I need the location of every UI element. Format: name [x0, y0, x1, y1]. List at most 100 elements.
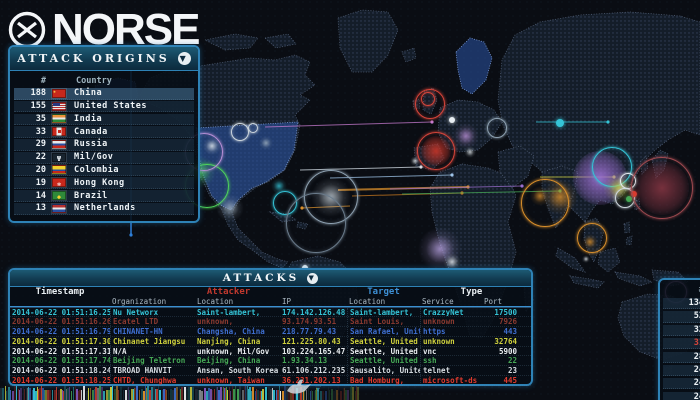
barcode-bar	[120, 387, 122, 400]
barcode-bar	[230, 391, 231, 400]
chevron-down-icon[interactable]: ▼	[307, 272, 319, 284]
barcode-bar	[227, 390, 228, 400]
barcode-bar	[123, 390, 124, 400]
barcode-bar	[298, 388, 300, 400]
attack-organization: TBROAD HANVIT	[110, 366, 195, 376]
attacker-location: unknown, Taiwan	[197, 376, 265, 386]
attack-row: 2014-06-22 01:51:17.74 Beijing Teletron Be…	[10, 356, 531, 367]
side-counter-value: 134	[663, 298, 700, 310]
barcode-bar	[103, 391, 105, 400]
timestamp-group-header: Timestamp	[35, 287, 85, 297]
barcode-bar	[311, 390, 312, 400]
chevron-down-icon[interactable]: ▼	[177, 52, 191, 65]
attacker-ip: 1.93.34.13	[282, 356, 328, 366]
attack-origins-header: ATTACK ORIGINS ▼	[10, 47, 198, 71]
barcode-bar	[347, 390, 349, 400]
origin-country: Mil/Gov	[74, 152, 114, 163]
side-counter-value: 31	[663, 338, 700, 350]
barcode-bar	[232, 386, 233, 400]
attack-timestamp: 2014-06-22 01:51:18.25	[12, 376, 110, 386]
barcode-bar	[162, 390, 163, 400]
origin-country: India	[74, 113, 103, 124]
barcode-bar	[272, 388, 273, 400]
barcode-bar	[343, 388, 344, 400]
barcode-bar	[261, 391, 262, 400]
origin-country: United States	[74, 101, 148, 112]
barcode-bar	[214, 389, 215, 400]
type-group-header: Type	[460, 287, 483, 297]
barcode-bar	[28, 387, 29, 400]
barcode-bar	[42, 388, 44, 400]
attack-organization: CHINANET-HN	[110, 326, 195, 336]
attack-origins-body: 188China155United States35India33Canada2…	[14, 87, 194, 215]
barcode-bar	[320, 391, 322, 400]
attacker-ip: 174.142.126.48	[282, 308, 346, 316]
barcode-bar	[218, 390, 220, 400]
count-column-header: #	[40, 76, 46, 86]
barcode-bar	[125, 390, 127, 400]
barcode-bar	[242, 390, 244, 400]
barcode-bar	[32, 390, 33, 400]
barcode-bar	[255, 391, 256, 400]
origin-count: 155	[30, 101, 46, 112]
attack-service: microsoft-ds	[420, 376, 482, 386]
barcode-bar	[94, 389, 95, 400]
attack-row: 2014-06-22 01:51:18.24 TBROAD HANVIT Ansan…	[10, 366, 531, 377]
side-counter-value: 24	[663, 378, 700, 390]
attack-organization: N/A	[110, 346, 195, 356]
barcode-bar	[314, 391, 315, 400]
attacker-ip: 218.77.79.43	[282, 326, 337, 336]
attack-row: 2014-06-22 01:51:17.31 N/A unknown, Mil/Go…	[10, 346, 531, 357]
barcode-bar	[222, 391, 223, 400]
attack-row: 2014-06-22 01:51:16.26 Ecatel LTD unknown,…	[10, 316, 531, 327]
barcode-bar	[110, 387, 112, 400]
barcode-bar	[210, 389, 212, 400]
barcode-bar	[268, 387, 270, 400]
target-location: Sausalito, United	[347, 366, 420, 376]
origin-country: China	[74, 88, 103, 99]
barcode-bar	[322, 391, 324, 400]
barcode-bar	[2, 388, 4, 400]
cn-flag-icon	[51, 87, 67, 99]
barcode-bar	[79, 390, 81, 400]
barcode-bar	[64, 386, 66, 400]
origin-count: 188	[30, 88, 46, 99]
barcode-bar	[23, 386, 24, 400]
origin-row: 13 Netherlands	[14, 202, 194, 215]
hk-flag-icon	[51, 177, 67, 189]
barcode-bar	[328, 387, 329, 400]
barcode-bar	[317, 388, 319, 400]
barcode-bar	[277, 390, 279, 400]
origin-count: 20	[35, 164, 46, 175]
barcode-bar	[75, 386, 76, 400]
barcode-bar	[223, 387, 224, 400]
barcode-bar	[128, 387, 129, 400]
barcode-bar	[118, 390, 119, 400]
barcode-bar	[88, 388, 89, 400]
barcode-bar	[5, 386, 6, 400]
barcode-bar	[276, 390, 277, 400]
barcode-bar	[259, 391, 260, 400]
mil-flag-icon	[51, 151, 67, 163]
barcode-bar	[37, 387, 38, 400]
barcode-bar	[270, 389, 272, 400]
side-counter-value: 28	[663, 351, 700, 363]
attack-row: 2014-06-22 01:51:18.25 CHTD, Chunghwa unkn…	[10, 376, 531, 387]
attack-port: 5900	[498, 346, 517, 356]
attacks-group-headers: Timestamp Attacker Target Type	[10, 287, 531, 297]
attack-port: 17500	[494, 308, 517, 316]
attacker-ip: 61.106.212.235	[282, 366, 346, 376]
side-counter-column-header: #	[663, 283, 700, 298]
barcode-bar	[284, 386, 286, 400]
attacks-title: ATTACKS	[222, 272, 300, 284]
barcode-bar	[239, 386, 241, 400]
origin-country: Hong Kong	[74, 177, 125, 188]
barcode-bar	[296, 388, 298, 400]
barcode-bar	[14, 386, 16, 400]
barcode-bar	[166, 390, 167, 400]
barcode-bar	[27, 388, 28, 400]
barcode-bar	[355, 391, 356, 400]
side-counter-value: 52	[663, 311, 700, 323]
barcode-bar	[52, 390, 53, 400]
barcode-bar	[340, 391, 342, 400]
